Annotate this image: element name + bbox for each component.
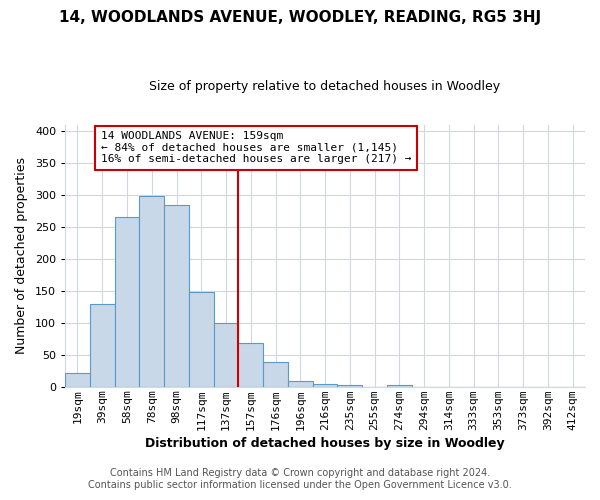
- Text: Contains HM Land Registry data © Crown copyright and database right 2024.
Contai: Contains HM Land Registry data © Crown c…: [88, 468, 512, 490]
- Bar: [139, 196, 164, 387]
- Y-axis label: Number of detached properties: Number of detached properties: [15, 157, 28, 354]
- Text: 14 WOODLANDS AVENUE: 159sqm
← 84% of detached houses are smaller (1,145)
16% of : 14 WOODLANDS AVENUE: 159sqm ← 84% of det…: [101, 131, 412, 164]
- Bar: [214, 323, 238, 387]
- Text: 14, WOODLANDS AVENUE, WOODLEY, READING, RG5 3HJ: 14, WOODLANDS AVENUE, WOODLEY, READING, …: [59, 10, 541, 25]
- Bar: [164, 204, 189, 387]
- Bar: [90, 304, 115, 387]
- Bar: [65, 372, 90, 387]
- Bar: [337, 386, 362, 387]
- Bar: [115, 218, 139, 387]
- Bar: [263, 362, 288, 387]
- X-axis label: Distribution of detached houses by size in Woodley: Distribution of detached houses by size …: [145, 437, 505, 450]
- Bar: [189, 292, 214, 387]
- Bar: [238, 344, 263, 387]
- Bar: [313, 384, 337, 387]
- Bar: [288, 381, 313, 387]
- Bar: [387, 385, 412, 387]
- Title: Size of property relative to detached houses in Woodley: Size of property relative to detached ho…: [149, 80, 500, 93]
